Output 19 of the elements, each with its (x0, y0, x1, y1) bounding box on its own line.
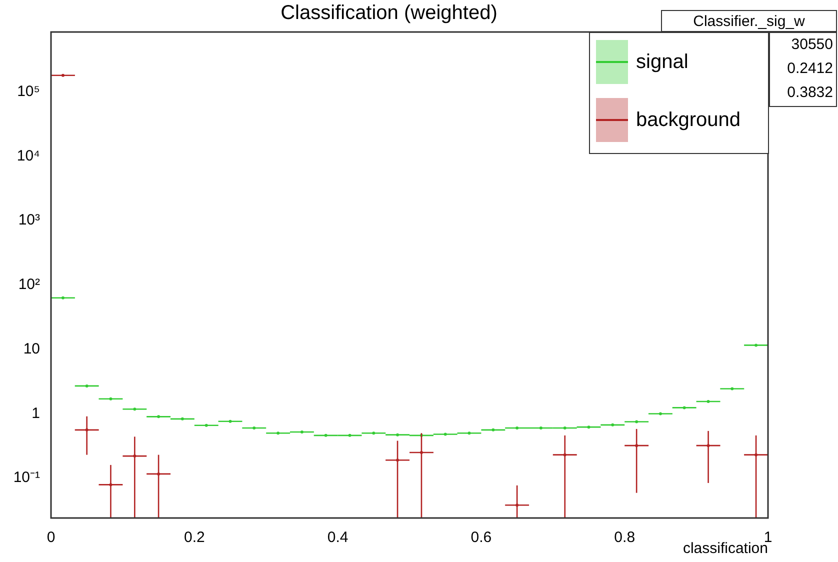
x-tick-label: 0.6 (470, 529, 492, 546)
legend-label: signal (636, 50, 688, 74)
legend-label: background (636, 108, 741, 132)
y-tick-label: 10⁻¹ (13, 469, 40, 486)
x-tick-label: 0.4 (327, 529, 348, 546)
x-tick-label: 0.8 (614, 529, 636, 546)
y-tick-label: 1 (32, 404, 40, 422)
y-tick-label: 10⁴ (16, 147, 40, 164)
text: 30550 (790, 35, 833, 55)
x-tick-label: 0.2 (184, 529, 205, 546)
y-tick-label: 10 (23, 340, 40, 358)
y-tick-label: 10² (18, 276, 40, 294)
x-tick-label: 0 (46, 529, 56, 546)
text: Classifier._sig_w (661, 10, 837, 32)
y-tick-label: 10³ (18, 212, 40, 229)
chart-title: Classification (weighted) (280, 2, 498, 24)
y-tick-label: 10⁵ (17, 82, 40, 100)
text: 0.3832 (786, 83, 833, 103)
text: 0.2412 (786, 59, 833, 79)
